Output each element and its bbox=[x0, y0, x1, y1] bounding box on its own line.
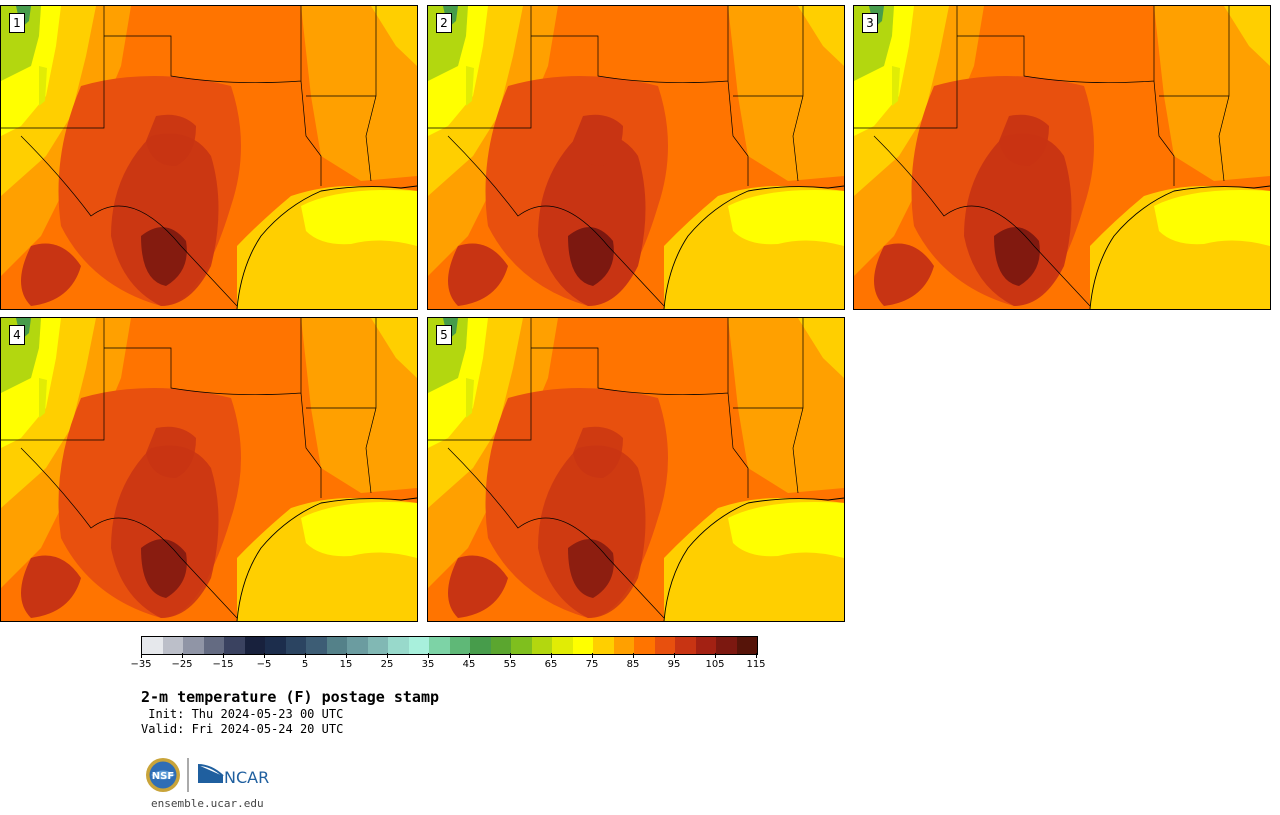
colorbar-tick-label: −5 bbox=[256, 659, 272, 670]
colorbar-swatch bbox=[347, 637, 368, 654]
valid-time: Valid: Fri 2024-05-24 20 UTC bbox=[141, 722, 344, 736]
colorbar-tick bbox=[715, 653, 716, 658]
colorbar-swatch bbox=[736, 637, 757, 654]
colorbar-swatch bbox=[593, 637, 614, 654]
member-label: 1 bbox=[9, 13, 25, 33]
colorbar-tick bbox=[469, 653, 470, 658]
temperature-map bbox=[1, 6, 417, 309]
colorbar-tick bbox=[551, 653, 552, 658]
colorbar-swatch bbox=[470, 637, 491, 654]
colorbar-tick-label: 95 bbox=[667, 659, 681, 670]
colorbar-swatch bbox=[490, 637, 511, 654]
member-label: 2 bbox=[436, 13, 452, 33]
colorbar-swatch bbox=[203, 637, 224, 654]
colorbar bbox=[141, 636, 758, 655]
colorbar-swatch bbox=[142, 637, 163, 654]
colorbar-swatch bbox=[572, 637, 593, 654]
colorbar-tick bbox=[264, 653, 265, 658]
temperature-map bbox=[428, 6, 844, 309]
colorbar-swatch bbox=[367, 637, 388, 654]
colorbar-swatch bbox=[265, 637, 286, 654]
colorbar-tick bbox=[674, 653, 675, 658]
colorbar-tick-label: −35 bbox=[130, 659, 152, 670]
ncar-logo: NCAR bbox=[197, 764, 269, 787]
colorbar-swatch bbox=[449, 637, 470, 654]
colorbar-tick-label: 65 bbox=[544, 659, 558, 670]
member-label: 5 bbox=[436, 325, 452, 345]
map-panel-2: 2 bbox=[427, 5, 845, 310]
colorbar-swatch bbox=[552, 637, 573, 654]
colorbar-swatch bbox=[244, 637, 265, 654]
svg-text:NSF: NSF bbox=[152, 771, 174, 782]
page-title: 2-m temperature (F) postage stamp bbox=[141, 688, 440, 706]
nsf-logo: NSF bbox=[146, 758, 180, 792]
colorbar-tick-label: 105 bbox=[705, 659, 725, 670]
colorbar-swatch bbox=[531, 637, 552, 654]
colorbar-tick bbox=[141, 653, 142, 658]
colorbar-swatch bbox=[695, 637, 716, 654]
logos: NSF NCAR bbox=[146, 758, 269, 792]
colorbar-tick bbox=[633, 653, 634, 658]
colorbar-tick-label: 45 bbox=[462, 659, 476, 670]
colorbar-tick bbox=[182, 653, 183, 658]
colorbar-swatch bbox=[306, 637, 327, 654]
map-panel-3: 3 bbox=[853, 5, 1271, 310]
colorbar-swatch bbox=[326, 637, 347, 654]
colorbar-tick-label: 5 bbox=[301, 659, 309, 670]
colorbar-tick bbox=[428, 653, 429, 658]
colorbar-tick bbox=[305, 653, 306, 658]
member-label: 3 bbox=[862, 13, 878, 33]
colorbar-swatch bbox=[654, 637, 675, 654]
colorbar-swatch bbox=[183, 637, 204, 654]
colorbar-swatch bbox=[224, 637, 245, 654]
svg-text:NCAR: NCAR bbox=[224, 768, 269, 787]
colorbar-swatch bbox=[429, 637, 450, 654]
map-panel-5: 5 bbox=[427, 317, 845, 622]
map-panel-4: 4 bbox=[0, 317, 418, 622]
colorbar-swatch bbox=[613, 637, 634, 654]
temperature-map bbox=[428, 318, 844, 621]
colorbar-tick-label: −15 bbox=[212, 659, 234, 670]
temperature-map bbox=[1, 318, 417, 621]
colorbar-tick bbox=[387, 653, 388, 658]
colorbar-swatch bbox=[675, 637, 696, 654]
colorbar-swatch bbox=[408, 637, 429, 654]
colorbar-tick-label: −25 bbox=[171, 659, 193, 670]
colorbar-tick-label: 55 bbox=[503, 659, 517, 670]
init-time: Init: Thu 2024-05-23 00 UTC bbox=[141, 707, 344, 721]
colorbar-swatch bbox=[511, 637, 532, 654]
site-url: ensemble.ucar.edu bbox=[151, 797, 264, 810]
colorbar-swatch bbox=[716, 637, 737, 654]
colorbar-ticks: −35 −25 −15 −5 5 15 25 35 45 55 65 75 85 95 105 115 bbox=[130, 653, 766, 673]
map-panel-1: 1 bbox=[0, 5, 418, 310]
colorbar-tick bbox=[592, 653, 593, 658]
member-label: 4 bbox=[9, 325, 25, 345]
colorbar-swatch bbox=[634, 637, 655, 654]
colorbar-tick-label: 85 bbox=[626, 659, 640, 670]
colorbar-swatch bbox=[162, 637, 183, 654]
colorbar-swatch bbox=[285, 637, 306, 654]
colorbar-tick-label: 35 bbox=[421, 659, 435, 670]
colorbar-tick bbox=[510, 653, 511, 658]
colorbar-tick-label: 75 bbox=[585, 659, 599, 670]
colorbar-tick bbox=[346, 653, 347, 658]
colorbar-tick bbox=[223, 653, 224, 658]
colorbar-tick-label: 15 bbox=[339, 659, 353, 670]
temperature-map bbox=[854, 6, 1270, 309]
colorbar-tick-label: 115 bbox=[746, 659, 766, 670]
colorbar-tick bbox=[756, 653, 757, 658]
colorbar-swatch bbox=[388, 637, 409, 654]
colorbar-tick-label: 25 bbox=[380, 659, 394, 670]
